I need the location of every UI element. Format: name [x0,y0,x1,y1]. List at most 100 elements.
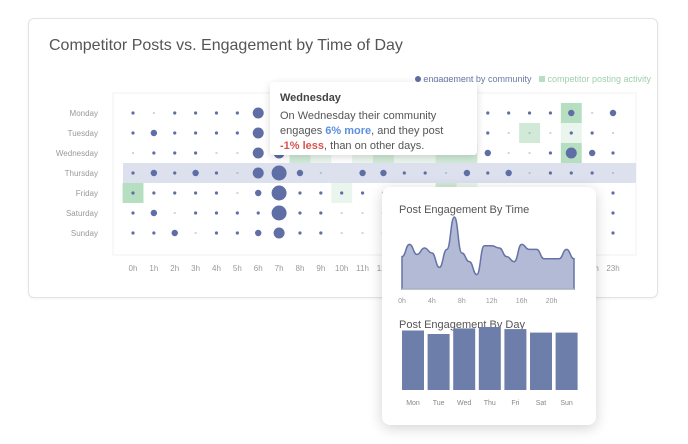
tooltip: Wednesday On Wednesday their community e… [270,82,477,155]
engagement-dot [214,191,219,195]
engagement-dot [131,111,135,115]
engagement-dot [271,185,287,201]
row-label: Monday [70,109,98,118]
engagement-dot [319,172,322,174]
day-bar [402,330,424,390]
engagement-dot [528,132,531,134]
column-label: 1h [149,264,158,273]
tooltip-text: , than on other days. [324,140,425,152]
row-label: Wednesday [56,149,98,158]
tooltip-more: 6% more [325,125,372,137]
legend-engagement[interactable]: engagement by community [415,74,531,84]
column-label: 3h [191,264,200,273]
engagement-dot [569,171,573,175]
engagement-dot [173,131,177,135]
engagement-dot [132,152,134,154]
engagement-dot [194,131,198,135]
day-bar [530,332,552,390]
engagement-dot [173,171,177,175]
engagement-dot [528,172,531,174]
engagement-dot [152,191,156,195]
engagement-dot [236,172,239,174]
engagement-dot [423,171,427,175]
engagement-dot [611,231,615,235]
row-label: Friday [76,189,98,198]
engagement-dot [194,232,197,234]
engagement-dot [340,191,344,195]
engagement-dot [402,171,406,175]
engagement-dot [252,127,264,139]
engagement-dot [505,169,512,177]
day-tick-label: Sun [560,400,573,407]
engagement-dot [445,172,448,174]
engagement-dot [319,231,323,235]
engagement-dot [194,111,198,115]
time-tick-label: 20h [546,298,558,305]
engagement-dot [609,109,617,117]
day-tick-label: Tue [433,400,445,407]
engagement-dot [296,169,304,177]
engagement-dot [298,191,302,195]
mini-charts: 0h 4h 8h 12h 16h 20h Mon Tue Wed Thu Fri Sat Sun [398,216,578,407]
engagement-dot [486,131,490,135]
engagement-dot [548,111,553,115]
time-tick-label: 8h [458,298,466,305]
engagement-dot [194,151,198,155]
engagement-dot [214,111,219,115]
column-label: 6h [254,264,263,273]
day-bar [555,332,578,390]
engagement-dot [319,211,323,215]
column-label: 9h [316,264,325,273]
engagement-dot [131,131,135,135]
tooltip-less: -1% less [280,140,325,152]
column-label: 8h [296,264,305,273]
legend-competitor-label: competitor posting activity [547,74,651,84]
engagement-dot [548,171,553,175]
engagement-dot [298,231,302,235]
tooltip-line3: -1% less, than on other days. [280,139,467,154]
engagement-dot [192,169,199,177]
legend: engagement by community competitor posti… [415,74,651,84]
engagement-dot [252,147,264,159]
day-tick-label: Sat [536,400,547,407]
engagement-dot [150,129,158,137]
engagement-dot [507,111,511,115]
engagement-dot [150,209,158,217]
engagement-dot [486,111,490,115]
day-tick-label: Fri [511,400,520,407]
time-chart-title: Post Engagement By Time [399,204,530,216]
engagement-dot [252,167,264,179]
day-tick-label: Thu [484,400,496,407]
engagement-dot [255,229,262,237]
tooltip-text: , and they post [371,125,444,137]
legend-engagement-label: engagement by community [423,74,532,84]
day-bar [478,327,501,390]
row-label: Tuesday [68,129,98,138]
engagement-dot [612,172,615,174]
engagement-dot [214,231,219,235]
engagement-dot [486,171,490,175]
engagement-dot [340,232,343,234]
engagement-dot [611,151,615,155]
time-tick-label: 12h [486,298,498,305]
engagement-dot [591,112,594,114]
engagement-dot [252,107,264,119]
column-label: 7h [275,264,284,273]
engagement-dot [507,132,510,134]
engagement-dot [214,131,219,135]
day-bar [504,329,527,390]
engagement-dot [565,147,577,159]
legend-competitor[interactable]: competitor posting activity [539,74,651,84]
square-icon [539,76,546,82]
engagement-dot [256,211,260,215]
day-bar [453,328,476,390]
time-tick-label: 4h [428,298,436,305]
engagement-dot [173,111,177,115]
engagement-dot [215,152,218,154]
engagement-dot [590,131,594,135]
column-label: 23h [606,264,619,273]
column-label: 4h [212,264,221,273]
summary-popup: Post Engagement By Time Post Engagement … [382,187,596,425]
engagement-dot [173,212,176,214]
tooltip-title: Wednesday [280,92,341,104]
